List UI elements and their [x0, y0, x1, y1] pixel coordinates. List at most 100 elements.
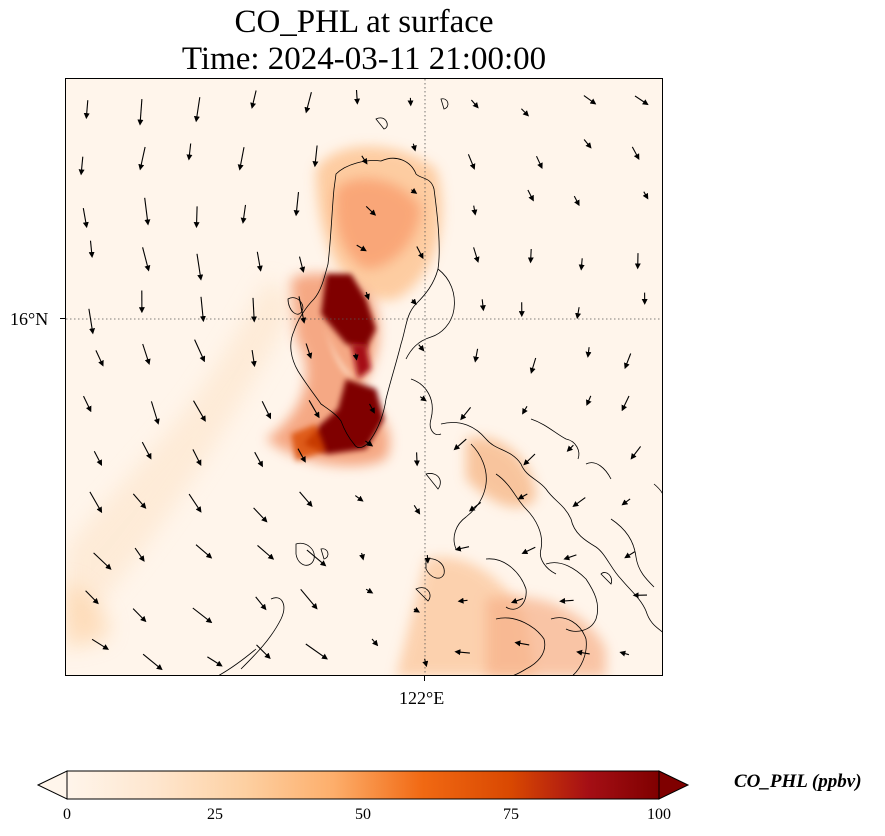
wind-arrow	[85, 590, 99, 605]
wind-arrow	[413, 606, 421, 613]
plot-title-variable: CO_PHL at surface	[234, 4, 494, 40]
map-panel[interactable]	[65, 78, 663, 676]
wind-arrow	[572, 497, 586, 507]
wind-arrow	[83, 100, 90, 120]
wind-vectors	[78, 89, 649, 671]
wind-arrow	[514, 640, 530, 647]
wind-arrow	[413, 452, 420, 467]
wind-arrow	[473, 348, 480, 363]
wind-arrow	[410, 143, 417, 152]
wind-arrow	[89, 491, 103, 514]
colorbar-tick-label: 100	[647, 806, 671, 823]
wind-arrow	[193, 97, 201, 123]
wind-arrow	[365, 587, 374, 594]
wind-arrow	[88, 308, 96, 335]
wind-arrow	[134, 547, 145, 562]
wind-arrow	[297, 448, 306, 463]
wind-arrow	[631, 146, 640, 160]
colorbar-low-extension	[36, 770, 68, 800]
wind-arrow	[418, 344, 425, 352]
wind-arrow	[467, 154, 476, 170]
wind-arrow	[298, 296, 307, 324]
wind-arrow	[298, 256, 306, 273]
colorbar	[36, 770, 690, 800]
wind-arrow	[82, 208, 89, 229]
wind-arrow	[188, 493, 202, 513]
wind-arrow	[95, 350, 104, 367]
wind-arrow	[521, 108, 529, 117]
wind-arrow	[410, 187, 418, 194]
wind-arrow	[305, 643, 328, 660]
wind-arrow	[510, 597, 524, 604]
coastlines	[218, 98, 662, 675]
wind-arrow	[93, 552, 112, 570]
wind-arrow	[517, 493, 528, 500]
wind-arrow	[352, 353, 359, 361]
wind-arrow	[364, 291, 370, 300]
wind-arrow	[293, 192, 300, 217]
wind-arrow	[619, 650, 630, 657]
wind-arrow	[642, 191, 649, 200]
colorbar-gradient	[66, 770, 660, 800]
wind-arrow	[453, 438, 467, 451]
wind-arrow	[471, 205, 478, 216]
wind-arrow	[573, 195, 580, 207]
wind-arrow	[536, 155, 543, 170]
wind-arrow	[422, 658, 429, 668]
wind-arrow	[566, 444, 574, 452]
wind-arrow	[132, 608, 147, 623]
wind-arrow	[261, 400, 272, 420]
wind-arrow	[468, 501, 482, 512]
wind-arrow	[479, 299, 486, 312]
wind-arrow	[142, 247, 151, 272]
wind-arrow	[621, 395, 630, 412]
wind-arrow	[196, 253, 204, 281]
wind-arrow	[457, 597, 468, 604]
wind-arrow	[253, 507, 268, 523]
wind-arrow	[356, 244, 367, 252]
colorbar-high-extension	[658, 770, 690, 800]
wind-arrow	[192, 449, 202, 466]
wind-arrow	[308, 400, 320, 419]
wind-arrow	[255, 596, 267, 611]
wind-arrow	[522, 406, 528, 415]
colorbar-tick-label: 0	[63, 806, 71, 823]
wind-arrow	[192, 607, 213, 624]
wind-arrow	[354, 89, 361, 105]
wind-arrow	[250, 297, 257, 323]
wind-arrow	[257, 544, 275, 560]
concentration-field	[66, 146, 606, 675]
wind-arrow	[529, 357, 537, 374]
map-canvas	[66, 79, 662, 675]
wind-arrow	[413, 505, 421, 515]
wind-arrow	[586, 395, 592, 406]
wind-arrow	[144, 197, 151, 226]
wind-arrow	[132, 493, 147, 509]
wind-arrow	[88, 240, 95, 258]
wind-arrow	[150, 401, 160, 425]
wind-arrow	[575, 307, 582, 320]
wind-arrow	[365, 206, 377, 216]
wind-arrow	[460, 407, 472, 421]
wind-arrow	[361, 155, 368, 165]
wind-arrow	[454, 649, 470, 656]
lat-tick-mark	[60, 318, 65, 319]
wind-arrow	[186, 143, 193, 161]
wind-arrow	[304, 92, 312, 114]
wind-arrow	[630, 446, 642, 460]
wind-arrow	[237, 147, 245, 171]
lon-tick-mark	[424, 676, 425, 681]
wind-arrow	[78, 156, 85, 176]
plot-title-time: Time: 2024-03-11 21:00:00	[181, 41, 547, 77]
latitude-tick-label: 16°N	[10, 309, 49, 329]
wind-arrow	[254, 451, 263, 468]
wind-arrow	[137, 99, 144, 126]
wind-arrow	[240, 204, 247, 224]
wind-arrow	[527, 248, 534, 264]
wind-arrow	[634, 95, 649, 106]
wind-arrow	[250, 350, 257, 368]
wind-arrow	[576, 649, 590, 656]
wind-arrow	[194, 339, 206, 363]
wind-arrow	[83, 395, 92, 413]
wind-arrow	[523, 453, 536, 466]
